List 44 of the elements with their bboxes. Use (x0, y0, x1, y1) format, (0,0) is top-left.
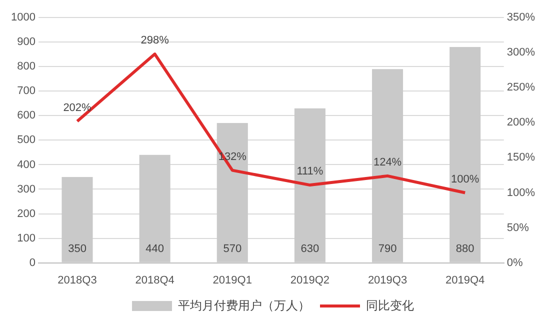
data-label: 111% (296, 166, 324, 178)
data-label: 880 (456, 242, 474, 255)
legend-label: 同比变化 (366, 298, 414, 312)
data-label: 124% (373, 156, 402, 168)
y-tick-label: 500 (17, 134, 36, 146)
data-label: 570 (223, 242, 242, 255)
y2-tick-label: 0% (506, 256, 523, 269)
legend-label: 平均月付费用户（万人） (178, 298, 310, 312)
x-tick-label: 2019Q2 (290, 274, 330, 286)
bar (139, 154, 170, 262)
x-tick-label: 2019Q4 (446, 274, 485, 286)
y-tick-label: 100 (17, 232, 36, 244)
y-tick-label: 0 (29, 256, 36, 269)
data-label: 100% (451, 173, 480, 186)
x-tick-label: 2019Q1 (212, 274, 252, 286)
y-tick-label: 800 (17, 60, 36, 73)
data-label: 790 (378, 242, 397, 255)
bar (216, 123, 248, 262)
x-tick-label: 2019Q3 (368, 274, 408, 286)
y-tick-label: 1000 (10, 12, 36, 24)
y2-tick-label: 50% (506, 222, 530, 234)
data-label: 298% (140, 34, 170, 47)
y2-tick-label: 150% (506, 152, 536, 164)
bar (294, 108, 326, 262)
x-tick-label: 2018Q3 (58, 274, 97, 286)
data-label: 630 (300, 242, 320, 255)
y-tick-label: 600 (17, 110, 36, 122)
y2-tick-label: 100% (506, 186, 536, 199)
bar (372, 69, 404, 262)
y-tick-label: 200 (17, 208, 36, 220)
y-tick-label: 300 (17, 183, 36, 196)
y2-tick-label: 350% (506, 12, 536, 24)
y2-tick-label: 300% (506, 46, 536, 59)
y-tick-label: 400 (17, 158, 36, 171)
y-tick-label: 700 (17, 85, 36, 98)
x-tick-label: 2018Q4 (135, 274, 174, 286)
y2-tick-label: 200% (506, 116, 536, 129)
y-tick-label: 900 (17, 36, 36, 48)
data-label: 350 (68, 242, 86, 255)
data-label: 202% (63, 102, 92, 114)
data-label: 440 (146, 242, 164, 255)
y2-tick-label: 250% (506, 82, 536, 94)
bar (62, 176, 93, 262)
bar (450, 47, 481, 262)
